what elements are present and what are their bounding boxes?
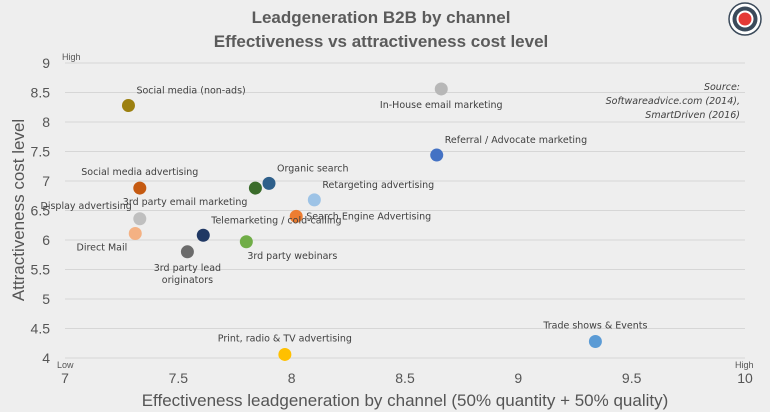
scatter-point (434, 82, 448, 96)
point-label: Search Engine Advertising (306, 211, 431, 222)
y-tick-label: 7 (42, 173, 50, 189)
scatter-point (180, 245, 194, 259)
x-low-label: Low (57, 360, 74, 370)
scatter-point (239, 235, 253, 249)
y-tick-label: 8.5 (31, 85, 51, 101)
point-label: Direct Mail (77, 243, 128, 254)
scatter-point (430, 148, 444, 162)
target-icon (738, 12, 752, 26)
point-label: originators (162, 275, 213, 286)
scatter-point (289, 209, 303, 223)
y-tick-label: 5.5 (31, 262, 51, 278)
x-tick-label: 7.5 (169, 370, 189, 386)
y-tick-label: 4.5 (31, 321, 51, 337)
scatter-point (121, 98, 135, 112)
chart-title: Leadgeneration B2B by channel (252, 8, 511, 27)
y-tick-label: 7.5 (31, 144, 51, 160)
point-label: Referral / Advocate marketing (445, 135, 587, 146)
y-tick-label: 9 (42, 55, 50, 71)
data-points: Social media (non-ads) In-House email mar… (41, 82, 648, 361)
point-label: In-House email marketing (380, 100, 503, 111)
source-line-3: SmartDriven (2016) (645, 110, 740, 121)
y-tick-label: 5 (42, 291, 50, 307)
gridlines (65, 62, 745, 359)
y-tick-label: 4 (42, 350, 50, 366)
point-label: Organic search (277, 163, 349, 174)
point-label: Retargeting advertising (322, 180, 434, 191)
y-tick-label: 6 (42, 232, 50, 248)
point-label: 3rd party email marketing (123, 197, 248, 208)
point-label: Display advertising (41, 201, 132, 212)
x-axis-ticks: 7 7.5 8 8.5 9 9.5 10 (61, 370, 753, 386)
logo (728, 2, 762, 36)
scatter-point (588, 334, 602, 348)
y-axis-ticks: 4 4.5 5 5.5 6 6.5 7 7.5 8 8.5 9 (31, 55, 51, 366)
x-tick-label: 10 (737, 370, 753, 386)
scatter-point (307, 193, 321, 207)
y-axis-label: Attractiveness cost level (9, 119, 28, 301)
point-label: Social media (non-ads) (136, 85, 245, 96)
x-tick-label: 8 (288, 370, 296, 386)
point-label: Trade shows & Events (542, 320, 647, 331)
source-line-1: Source: (704, 82, 740, 93)
y-tick-label: 6.5 (31, 203, 51, 219)
source-note: Source: Softwareadvice.com (2014), Smart… (606, 82, 740, 121)
point-label: 3rd party lead (154, 263, 221, 274)
point-label: Print, radio & TV advertising (218, 333, 352, 344)
y-high-label: High (62, 52, 81, 62)
x-axis-label: Effectiveness leadgeneration by channel … (142, 391, 669, 410)
source-line-2: Softwareadvice.com (2014), (606, 96, 740, 107)
point-label: 3rd party webinars (247, 251, 337, 262)
scatter-point (278, 347, 292, 361)
point-label: Telemarketing / cold-calling (210, 215, 341, 226)
x-tick-label: 7 (61, 370, 69, 386)
x-tick-label: 9 (514, 370, 522, 386)
x-tick-label: 8.5 (395, 370, 415, 386)
y-tick-label: 8 (42, 114, 50, 130)
scatter-point (196, 228, 210, 242)
scatter-point (248, 181, 262, 195)
scatter-point (128, 227, 142, 241)
scatter-point (133, 212, 147, 226)
x-high-label: High (735, 360, 754, 370)
scatter-point (262, 176, 276, 190)
scatter-point (133, 181, 147, 195)
chart-subtitle: Effectiveness vs attractiveness cost lev… (214, 32, 549, 51)
point-label: Social media advertising (81, 167, 198, 178)
x-tick-label: 9.5 (622, 370, 642, 386)
